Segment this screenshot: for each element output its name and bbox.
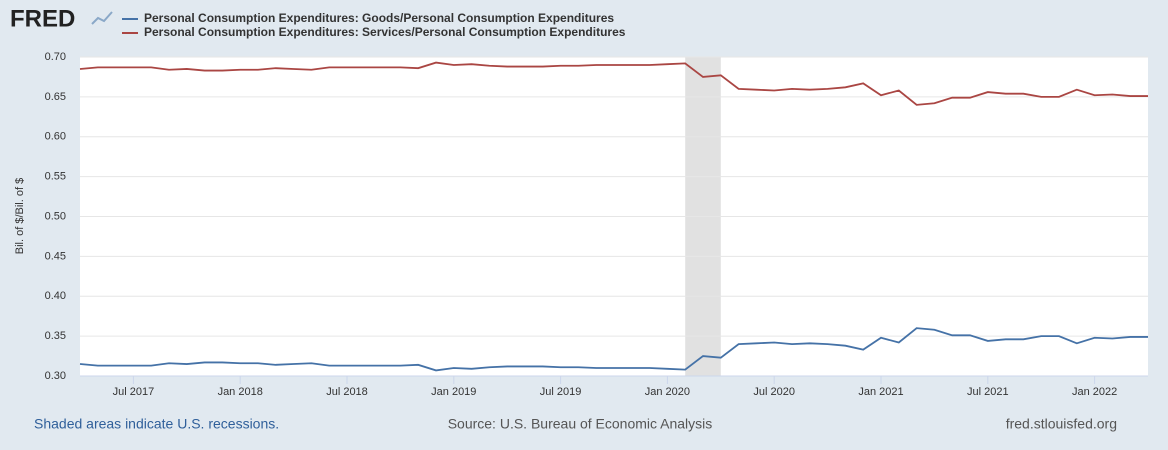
y-tick-label: 0.40: [45, 290, 66, 302]
source: Source: U.S. Bureau of Economic Analysis: [448, 416, 713, 432]
y-tick-label: 0.65: [45, 91, 66, 103]
x-tick-label: Jul 2021: [967, 386, 1009, 398]
footnote[interactable]: Shaded areas indicate U.S. recessions.: [34, 416, 279, 432]
y-tick-label: 0.50: [45, 210, 66, 222]
x-tick-label: Jan 2018: [218, 386, 263, 398]
x-tick-label: Jan 2020: [645, 386, 690, 398]
y-tick-label: 0.55: [45, 171, 66, 183]
x-tick-label: Jul 2020: [753, 386, 795, 398]
y-axis-label: Bil. of $/Bil. of $: [14, 178, 26, 254]
y-tick-label: 0.60: [45, 131, 66, 143]
logo-icon: [91, 11, 113, 25]
y-tick-label: 0.35: [45, 330, 66, 342]
x-tick-label: Jan 2021: [858, 386, 903, 398]
y-tick-label: 0.70: [45, 51, 66, 63]
x-tick-label: Jan 2022: [1072, 386, 1117, 398]
x-tick-label: Jul 2017: [113, 386, 155, 398]
x-tick-label: Jan 2019: [431, 386, 476, 398]
series-line: [79, 327, 1148, 372]
site[interactable]: fred.stlouisfed.org: [1006, 416, 1117, 432]
legend-label: Personal Consumption Expenditures: Goods…: [144, 11, 614, 25]
logo: FRED: [10, 5, 75, 32]
series-line: [79, 61, 1148, 106]
legend-label: Personal Consumption Expenditures: Servi…: [144, 25, 626, 39]
x-tick-label: Jul 2019: [540, 386, 582, 398]
x-tick-label: Jul 2018: [326, 386, 368, 398]
y-tick-label: 0.30: [45, 370, 66, 382]
y-tick-label: 0.45: [45, 250, 66, 262]
